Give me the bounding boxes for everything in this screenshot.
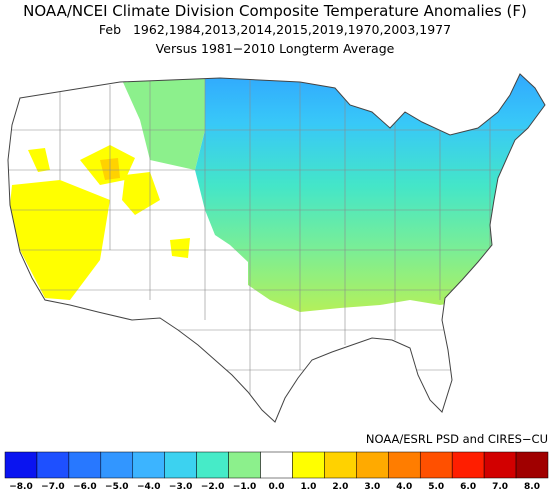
colorbar-tick-label: −5.0 [105, 482, 128, 492]
colorbar-box [68, 451, 102, 479]
colorbar-tick-label: −2.0 [201, 482, 224, 492]
colorbar-tick-label: −8.0 [9, 482, 32, 492]
colorbar: −8.0 −7.0 −6.0 −5.0 −4.0 −3.0 −2.0 −1.0 0.0 1.0 2.… [4, 451, 549, 492]
warm-utah [122, 172, 190, 258]
colorbar-box [515, 451, 549, 479]
cold-northwest [122, 78, 205, 170]
colorbar-tick-label: −6.0 [73, 482, 96, 492]
colorbar-box [451, 451, 485, 479]
colorbar-box [196, 451, 229, 479]
colorbar-tick-label: 5.0 [428, 482, 444, 492]
division-lines [8, 78, 545, 400]
colorbar-box [4, 451, 38, 479]
colorbar-box [419, 451, 453, 479]
colorbar-tick-label: 2.0 [332, 482, 348, 492]
subtitle: Feb 1962,1984,2013,2014,2015,2019,1970,2… [99, 22, 451, 37]
colorbar-tick-label: 8.0 [524, 482, 540, 492]
colorbar-box [228, 451, 261, 479]
colorbar-tick-label: −7.0 [41, 482, 64, 492]
colorbar-tick-label: 0.0 [269, 482, 285, 492]
colorbar-tick-label: 1.0 [300, 482, 316, 492]
subtitle-2: Versus 1981−2010 Longterm Average [156, 41, 395, 56]
colorbar-box [36, 451, 70, 479]
colorbar-box [260, 451, 293, 479]
us-outline [7, 73, 546, 423]
colorbar-tick-label: 3.0 [364, 482, 380, 492]
colorbar-box [388, 451, 421, 479]
colorbar-box [132, 451, 165, 479]
colorbar-tick-label: 4.0 [396, 482, 412, 492]
colorbar-tick-label: 7.0 [492, 482, 508, 492]
warm-west [10, 148, 110, 300]
credit: NOAA/ESRL PSD and CIRES−CU [366, 432, 548, 446]
colorbar-box [356, 451, 389, 479]
colorbar-box [324, 451, 357, 479]
map [8, 74, 545, 422]
colorbar-box [292, 451, 325, 479]
colorbar-box [100, 451, 134, 479]
colorbar-tick-label: 6.0 [460, 482, 476, 492]
title: NOAA/NCEI Climate Division Composite Tem… [23, 2, 527, 20]
colorbar-tick-label: −4.0 [137, 482, 160, 492]
colorbar-box [483, 451, 517, 479]
colorbar-box [164, 451, 197, 479]
colorbar-tick-label: −1.0 [233, 482, 256, 492]
colorbar-tick-label: −3.0 [169, 482, 192, 492]
